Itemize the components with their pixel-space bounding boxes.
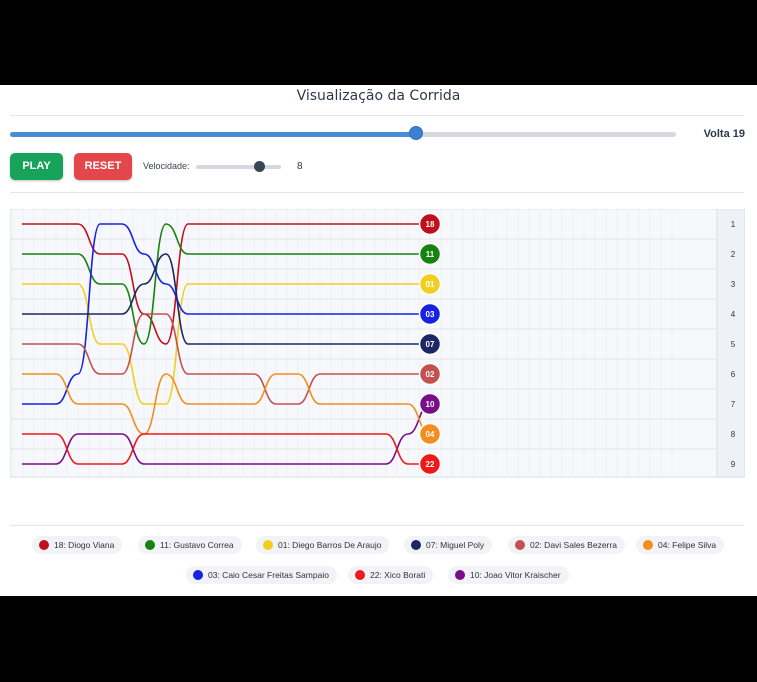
series-line-18 — [22, 223, 430, 345]
driver-marker-label: 18 — [426, 220, 435, 229]
lap-counter: Volta 19 — [703, 128, 745, 140]
legend-color-dot — [145, 540, 155, 550]
driver-marker-07 — [418, 332, 442, 356]
legend-label: 18: Diogo Viana — [54, 540, 115, 550]
legend-item: 22: Xico Borati — [348, 566, 434, 584]
position-label: 6 — [731, 370, 736, 379]
reset-button[interactable]: RESET — [74, 153, 132, 180]
series-line-04 — [22, 373, 431, 435]
divider — [10, 115, 744, 116]
legend-item: 02: Davi Sales Bezerra — [508, 536, 625, 554]
speed-value: 8 — [297, 161, 303, 172]
legend-label: 01: Diego Barros De Araujo — [278, 540, 382, 550]
driver-marker-label: 01 — [426, 280, 435, 289]
legend-color-dot — [355, 570, 365, 580]
position-label: 9 — [731, 460, 736, 469]
series-line-01 — [22, 283, 430, 405]
driver-marker-22 — [418, 452, 442, 476]
driver-marker-04 — [418, 422, 442, 446]
position-label: 2 — [731, 250, 736, 259]
legend-item: 10: Joao Vitor Kraischer — [448, 566, 569, 584]
series-line-10 — [22, 403, 431, 465]
plot-area — [10, 209, 718, 478]
driver-marker-label: 07 — [426, 340, 435, 349]
driver-marker-label: 04 — [426, 430, 435, 439]
legend-label: 04: Felipe Silva — [658, 540, 717, 550]
driver-marker-label: 11 — [426, 250, 435, 259]
series-line-03 — [22, 223, 430, 405]
driver-marker-label: 10 — [426, 400, 435, 409]
legend-color-dot — [263, 540, 273, 550]
legend-label: 11: Gustavo Correa — [160, 540, 234, 550]
driver-marker-label: 02 — [426, 370, 435, 379]
speed-slider[interactable] — [196, 165, 281, 169]
series-line-07 — [22, 253, 430, 345]
driver-marker-02 — [418, 362, 442, 386]
legend-item: 03: Caio Cesar Freitas Sampaio — [186, 566, 337, 584]
legend-item: 18: Diogo Viana — [32, 536, 123, 554]
series-line-02 — [22, 313, 430, 405]
legend-item: 01: Diego Barros De Araujo — [256, 536, 390, 554]
lap-slider-handle[interactable] — [409, 126, 424, 140]
legend-color-dot — [515, 540, 525, 550]
position-label: 7 — [731, 400, 736, 409]
legend-item: 07: Miguel Poly — [404, 536, 493, 554]
series-line-11 — [22, 223, 430, 345]
divider — [10, 192, 744, 193]
lap-slider-fill — [10, 132, 417, 137]
legend-label: 02: Davi Sales Bezerra — [530, 540, 617, 550]
legend-label: 07: Miguel Poly — [426, 540, 485, 550]
driver-marker-10 — [418, 392, 442, 416]
series-line-22 — [22, 433, 430, 465]
position-label: 5 — [731, 340, 736, 349]
driver-marker-label: 03 — [426, 310, 435, 319]
legend-color-dot — [193, 570, 203, 580]
position-label: 1 — [731, 220, 736, 229]
driver-marker-label: 22 — [426, 460, 435, 469]
driver-marker-18 — [418, 212, 442, 236]
divider — [10, 525, 744, 526]
position-label: 8 — [731, 430, 736, 439]
position-label: 4 — [731, 310, 736, 319]
legend-label: 03: Caio Cesar Freitas Sampaio — [208, 570, 329, 580]
lap-slider[interactable] — [10, 132, 676, 137]
legend-color-dot — [411, 540, 421, 550]
legend-color-dot — [455, 570, 465, 580]
race-visualization-panel: Visualização da Corrida Volta 19 PLAY RE… — [0, 85, 757, 596]
legend-label: 10: Joao Vitor Kraischer — [470, 570, 561, 580]
speed-label: Velocidade: — [143, 161, 190, 171]
play-button[interactable]: PLAY — [10, 153, 63, 180]
driver-marker-03 — [418, 302, 442, 326]
legend-color-dot — [39, 540, 49, 550]
position-label: 3 — [731, 280, 736, 289]
legend-item: 11: Gustavo Correa — [138, 536, 242, 554]
race-position-chart: 1234567891011121314151617181920212223242… — [10, 209, 745, 478]
speed-slider-handle[interactable] — [254, 161, 265, 172]
page-title: Visualização da Corrida — [296, 88, 461, 104]
driver-marker-11 — [418, 242, 442, 266]
driver-marker-01 — [418, 272, 442, 296]
legend-item: 04: Felipe Silva — [636, 536, 725, 554]
legend-color-dot — [643, 540, 653, 550]
position-axis-bg — [716, 209, 745, 478]
legend-label: 22: Xico Borati — [370, 570, 426, 580]
